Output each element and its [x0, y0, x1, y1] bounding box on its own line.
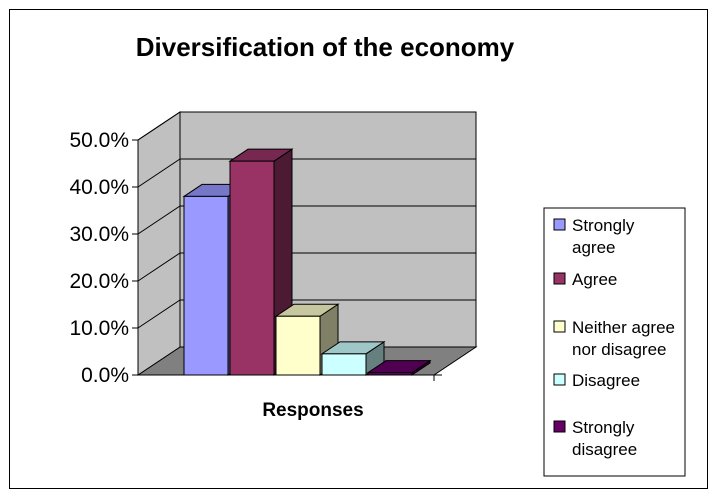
bar-front	[275, 315, 321, 376]
bar-front	[229, 160, 275, 376]
legend-entry: Neither agree nor disagree	[553, 318, 675, 359]
y-tick-label: 40.0%	[69, 176, 129, 199]
legend: Strongly agree Agree Neither agree nor disag…	[543, 207, 686, 477]
plot-side-wall	[137, 111, 181, 376]
gridline	[137, 158, 476, 188]
legend-label: disagree	[572, 440, 637, 459]
y-tick-label: 20.0%	[69, 270, 129, 293]
chart-frame: Diversification of the economy 0.0% 10.0%…	[9, 9, 708, 489]
legend-swatch	[553, 320, 566, 333]
legend-entry: Agree	[553, 270, 617, 289]
y-tick-label: 50.0%	[69, 129, 129, 152]
legend-label: nor disagree	[572, 340, 667, 359]
legend-swatch	[553, 373, 566, 386]
x-axis-label: Responses	[262, 400, 363, 421]
y-tick-label: 10.0%	[69, 317, 129, 340]
legend-label: Agree	[572, 270, 617, 289]
bars	[182, 148, 432, 376]
y-tick-label: 30.0%	[69, 223, 129, 246]
legend-swatch	[553, 218, 566, 231]
chart-title: Diversification of the economy	[136, 32, 515, 62]
legend-box	[543, 207, 686, 477]
legend-label: Disagree	[572, 371, 640, 390]
legend-entry: Strongly disagree	[553, 418, 637, 459]
y-axis: 0.0% 10.0% 20.0% 30.0% 40.0% 50.0%	[69, 129, 442, 387]
legend-label: agree	[572, 238, 615, 257]
chart-svg: Diversification of the economy 0.0% 10.0%…	[69, 32, 686, 477]
bar-front	[321, 353, 367, 376]
bar-front	[183, 195, 229, 376]
gridline	[137, 252, 476, 282]
y-tick-label: 0.0%	[81, 364, 129, 387]
legend-swatch	[553, 272, 566, 285]
gridline	[137, 111, 476, 141]
bar	[320, 340, 386, 376]
legend-swatch	[553, 420, 566, 433]
legend-label: Strongly	[572, 418, 635, 437]
legend-entry: Disagree	[553, 371, 640, 390]
bar	[366, 359, 432, 376]
gridline	[137, 299, 476, 329]
legend-entry: Strongly agree	[553, 216, 635, 257]
gridline	[137, 205, 476, 235]
legend-label: Strongly	[572, 216, 635, 235]
bar	[274, 303, 340, 376]
legend-label: Neither agree	[572, 318, 675, 337]
bar-front	[367, 372, 413, 376]
